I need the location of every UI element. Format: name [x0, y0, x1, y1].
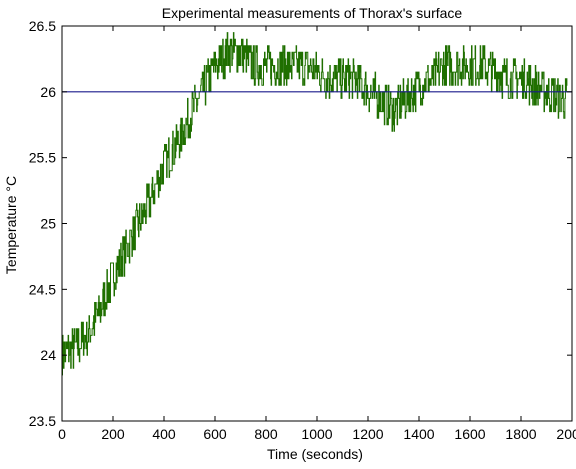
y-tick-label: 24.5 [29, 281, 56, 297]
x-tick-label: 200 [101, 426, 125, 442]
x-tick-label: 1400 [403, 426, 434, 442]
x-tick-label: 0 [58, 426, 66, 442]
series-line-measured [62, 32, 568, 376]
x-tick-label: 1000 [301, 426, 332, 442]
x-tick-label: 800 [254, 426, 278, 442]
y-tick-label: 26 [40, 84, 56, 100]
x-tick-label: 600 [203, 426, 227, 442]
axes-layer: 0 200 400 600 800 1000 1200 1400 1600 1800 2000 23.… [29, 18, 576, 442]
x-tick-label: 400 [152, 426, 176, 442]
x-tick-label: 1600 [454, 426, 485, 442]
y-tick-label: 24 [40, 347, 56, 363]
chart-title: Experimental measurements of Thorax's su… [162, 5, 463, 21]
y-tick-label: 25.5 [29, 150, 56, 166]
y-tick-label: 26.5 [29, 18, 56, 34]
y-tick-label: 23.5 [29, 413, 56, 429]
y-tick-label: 25 [40, 216, 56, 232]
y-axis-label: Temperature °C [3, 176, 19, 274]
x-tick-label: 1200 [352, 426, 383, 442]
x-tick-label: 2000 [556, 426, 576, 442]
x-tick-label: 1800 [505, 426, 536, 442]
x-axis-label: Time (seconds) [267, 446, 363, 462]
plot-layer [62, 32, 572, 376]
